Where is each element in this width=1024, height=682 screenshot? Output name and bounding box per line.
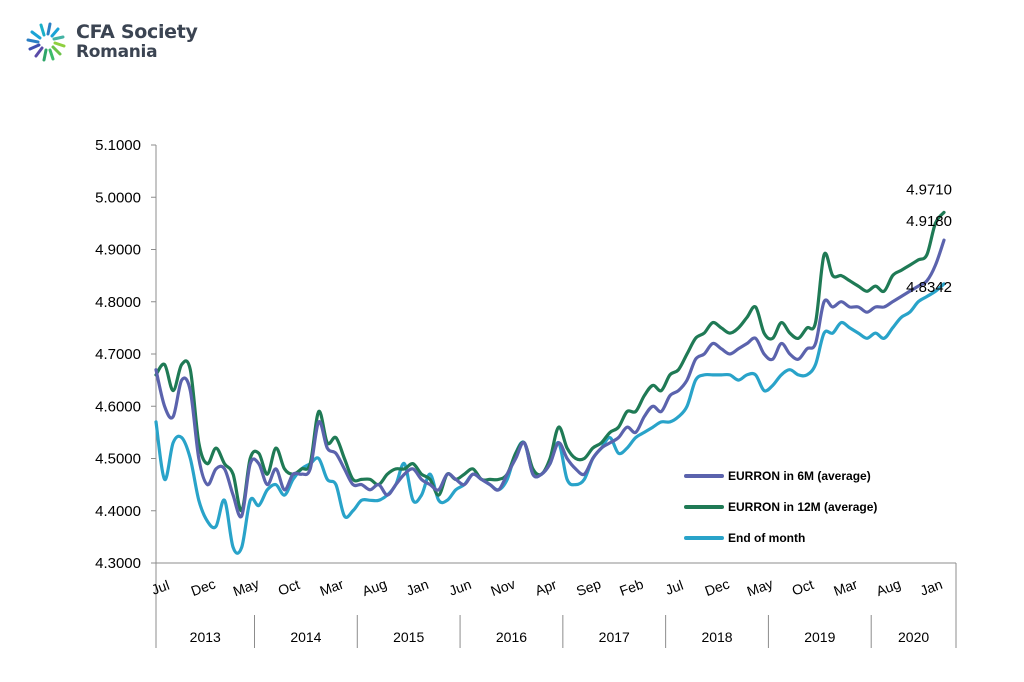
y-tick-label: 5.1000 (95, 137, 141, 154)
x-tick-label: May (745, 575, 775, 599)
year-label: 2015 (393, 629, 424, 645)
legend-label: EURRON in 6M (average) (728, 469, 871, 483)
year-label: 2014 (290, 629, 321, 645)
end-value-label: 4.9710 (906, 181, 952, 198)
end-value-label: 4.9180 (906, 213, 952, 230)
x-tick-label: Jul (663, 577, 685, 598)
y-tick-label: 4.3000 (95, 555, 141, 572)
x-tick-label: Jan (918, 576, 945, 599)
y-tick-label: 4.8000 (95, 294, 141, 311)
y-tick-label: 4.5000 (95, 451, 141, 468)
y-tick-label: 4.4000 (95, 503, 141, 520)
year-label: 2019 (804, 629, 835, 645)
legend-label: EURRON in 12M (average) (728, 500, 877, 514)
year-label: 2013 (190, 629, 221, 645)
x-tick-label: Oct (276, 576, 302, 599)
y-tick-label: 5.0000 (95, 189, 141, 206)
legend: EURRON in 6M (average) EURRON in 12M (ave… (684, 469, 877, 545)
x-tick-label: Oct (790, 576, 816, 599)
series-lines (154, 210, 946, 555)
x-tick-label: Aug (360, 576, 389, 600)
x-tick-label: May (231, 575, 261, 599)
x-tick-label: Dec (189, 576, 218, 600)
legend-label: End of month (728, 531, 805, 545)
y-tick-label: 4.9000 (95, 242, 141, 259)
x-tick-label: Nov (488, 576, 517, 600)
y-tick-label: 4.6000 (95, 398, 141, 415)
end-value-label: 4.8342 (906, 279, 952, 296)
x-tick-label: Mar (831, 576, 859, 599)
year-label: 2020 (898, 629, 929, 645)
x-tick-label: Jun (447, 576, 474, 599)
x-tick-label: Jan (404, 576, 431, 599)
y-axis: 4.3000 4.4000 4.5000 4.6000 4.7000 4.8000 4.90… (95, 137, 157, 572)
x-axis: 2013 2014 2015 2016 2017 2018 2019 2020 Jul Dec Ma… (149, 562, 957, 648)
year-label: 2016 (496, 629, 527, 645)
annotations: 4.9710 4.9180 4.8342 (906, 181, 952, 295)
x-tick-label: Mar (318, 576, 346, 599)
x-tick-label: Jul (149, 577, 171, 598)
x-tick-label: Feb (617, 576, 645, 599)
y-tick-label: 4.7000 (95, 346, 141, 363)
x-tick-label: Aug (874, 576, 903, 600)
logo-text-line2: Romania (76, 42, 158, 62)
logo-text-line1: CFA Society (76, 21, 198, 43)
x-tick-label: Sep (574, 575, 603, 599)
cfa-society-logo: CFA Society Romania (24, 18, 204, 68)
year-label: 2018 (701, 629, 732, 645)
x-tick-label: Apr (533, 576, 559, 599)
year-label: 2017 (599, 629, 630, 645)
series-line-eurron-in-6m-average (154, 238, 946, 519)
series-line-eurron-in-12m-average (154, 210, 946, 513)
x-tick-label: Dec (703, 576, 732, 600)
logo-mark-icon (26, 22, 66, 62)
